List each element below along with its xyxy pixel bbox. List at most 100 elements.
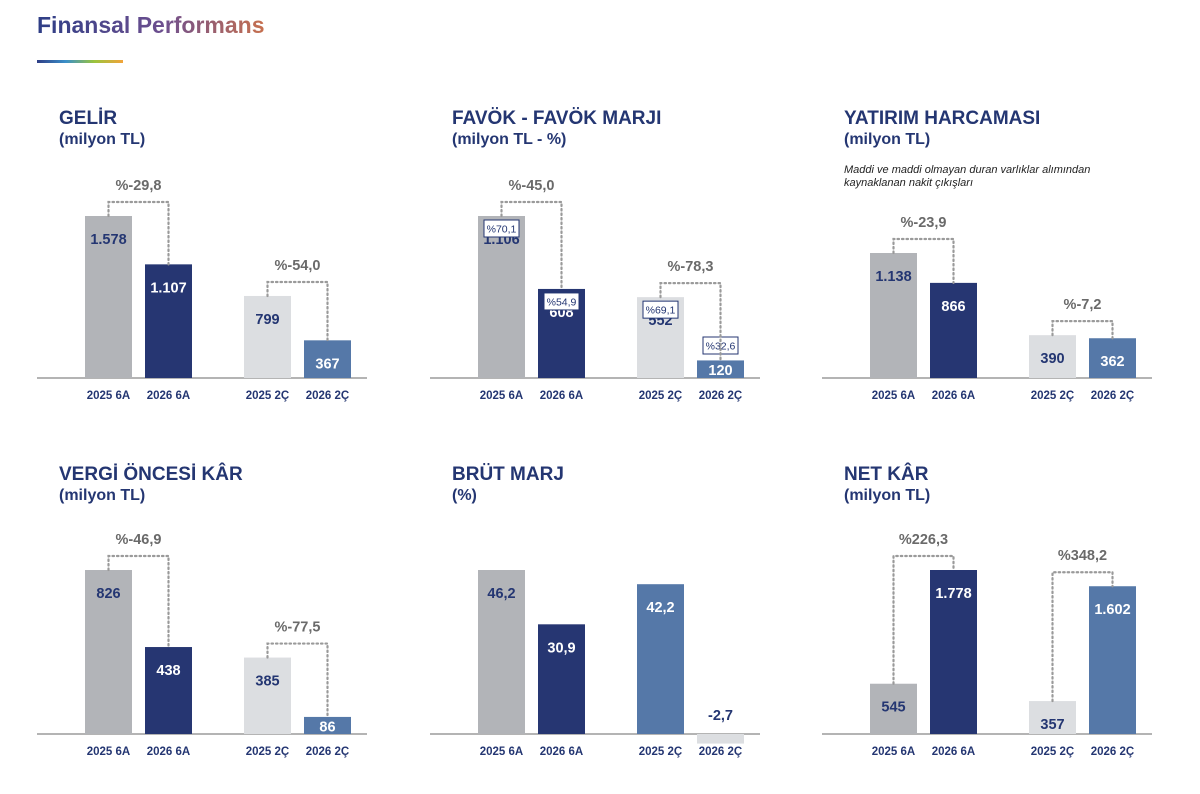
data-label: 545: [881, 700, 905, 716]
data-label: -2,7: [708, 708, 733, 724]
chart-panel-gelir: GELİR (milyon TL) 1.578 2025 6A 1.107 2026 …: [37, 108, 367, 438]
chart-unit: (milyon TL - %): [452, 131, 567, 148]
chart-svg: 826 2025 6A 438 2026 6A 385 2025 2Ç 86 2026 2Ç%…: [37, 532, 367, 758]
chart-panel-net-kar: NET KÂR (milyon TL) 545 2025 6A 1.778 2026 …: [822, 464, 1152, 794]
category-label: 2025 6A: [87, 746, 130, 758]
category-label: 2025 6A: [480, 390, 523, 402]
data-label: 86: [319, 719, 335, 735]
category-label: 2025 2Ç: [1031, 746, 1074, 758]
bar: [697, 360, 744, 378]
data-label: 42,2: [646, 600, 674, 616]
category-label: 2025 2Ç: [639, 746, 682, 758]
data-label: 30,9: [547, 640, 575, 656]
category-label: 2026 2Ç: [699, 390, 742, 402]
bar: [244, 295, 291, 378]
change-label: %-45,0: [509, 178, 555, 194]
bar: [637, 584, 684, 734]
category-label: 2025 6A: [87, 390, 130, 402]
category-label: 2026 2Ç: [1091, 390, 1134, 402]
data-label: 385: [255, 674, 279, 690]
change-label: %-29,8: [116, 178, 162, 194]
data-label: 1.602: [1094, 602, 1130, 618]
chart-panel-yatirim: YATIRIM HARCAMASI (milyon TL) Maddi ve m…: [822, 108, 1152, 438]
bar: [145, 264, 192, 378]
margin-label: %54,9: [547, 296, 577, 308]
data-label: 367: [315, 356, 339, 372]
chart-svg: 545 2025 6A 1.778 2026 6A 357 2025 2Ç 1.602 202…: [822, 532, 1152, 758]
change-connector: [107, 200, 170, 266]
data-label: 357: [1040, 717, 1064, 733]
data-label: 1.107: [150, 280, 186, 296]
bar: [538, 624, 585, 734]
margin-box: [543, 292, 580, 311]
bar: [930, 570, 977, 734]
margin-box: [642, 300, 679, 319]
chart-svg: 1.578 2025 6A 1.107 2026 6A 799 2025 2Ç 367 202…: [37, 178, 367, 402]
data-label: 799: [255, 312, 279, 328]
margin-box: [483, 219, 520, 238]
chart-title: VERGİ ÖNCESİ KÂR: [59, 464, 243, 485]
category-label: 2025 2Ç: [1031, 390, 1074, 402]
category-label: 2026 6A: [147, 390, 190, 402]
category-label: 2025 6A: [480, 746, 523, 758]
data-label: 1.778: [935, 586, 971, 602]
chart-note: Maddi ve maddi olmayan duran varlıklar a…: [844, 164, 1091, 189]
change-connector: [892, 554, 955, 685]
bar: [870, 683, 917, 734]
chart-title: FAVÖK - FAVÖK MARJI: [452, 108, 662, 129]
bar: [870, 253, 917, 378]
page-title: Finansal Performans: [37, 12, 265, 38]
change-label: %348,2: [1058, 548, 1107, 564]
category-label: 2026 2Ç: [1091, 746, 1134, 758]
change-label: %-23,9: [901, 215, 947, 231]
chart-title: YATIRIM HARCAMASI: [844, 108, 1041, 129]
change-connector: [500, 200, 563, 291]
category-label: 2026 2Ç: [699, 746, 742, 758]
data-label: 826: [96, 586, 120, 602]
change-connector: [1051, 571, 1114, 703]
chart-panel-vergi: VERGİ ÖNCESİ KÂR (milyon TL) 826 2025 6A 4…: [37, 464, 367, 794]
bar: [697, 734, 744, 744]
chart-unit: (%): [452, 487, 477, 504]
category-label: 2026 2Ç: [306, 390, 349, 402]
change-label: %-46,9: [116, 532, 162, 548]
bar: [304, 716, 351, 734]
chart-title: NET KÂR: [844, 464, 929, 485]
bar: [478, 216, 525, 378]
chart-unit: (milyon TL): [59, 131, 146, 148]
bar: [85, 216, 132, 378]
bar: [930, 282, 977, 378]
data-label: 866: [941, 299, 965, 315]
category-label: 2025 6A: [872, 746, 915, 758]
bar: [304, 340, 351, 378]
bar: [244, 657, 291, 734]
change-label: %-78,3: [668, 259, 714, 275]
data-label: 46,2: [487, 586, 515, 602]
chart-unit: (milyon TL): [844, 487, 931, 504]
chart-title: GELİR: [59, 108, 118, 129]
change-connector: [266, 280, 329, 342]
category-label: 2026 2Ç: [306, 746, 349, 758]
category-label: 2025 6A: [872, 390, 915, 402]
change-connector: [266, 642, 329, 719]
change-connector: [659, 282, 722, 362]
chart-svg: 1.138 2025 6A 866 2026 6A 390 2025 2Ç 362 2026 …: [822, 215, 1152, 402]
category-label: 2025 2Ç: [639, 390, 682, 402]
title-underline: [37, 60, 123, 63]
chart-unit: (milyon TL): [844, 131, 931, 148]
category-label: 2025 2Ç: [246, 746, 289, 758]
chart-title: BRÜT MARJ: [452, 464, 564, 485]
bar: [85, 570, 132, 734]
category-label: 2026 6A: [147, 746, 190, 758]
change-label: %-77,5: [275, 620, 321, 636]
data-label: 362: [1100, 354, 1124, 370]
data-label: 438: [156, 663, 180, 679]
change-connector: [892, 237, 955, 284]
category-label: 2026 6A: [540, 390, 583, 402]
chart-panel-favok: FAVÖK - FAVÖK MARJI (milyon TL - %) 1.10…: [430, 108, 760, 438]
bar: [1089, 338, 1136, 378]
bar: [478, 570, 525, 734]
category-label: 2025 2Ç: [246, 390, 289, 402]
category-label: 2026 6A: [540, 746, 583, 758]
